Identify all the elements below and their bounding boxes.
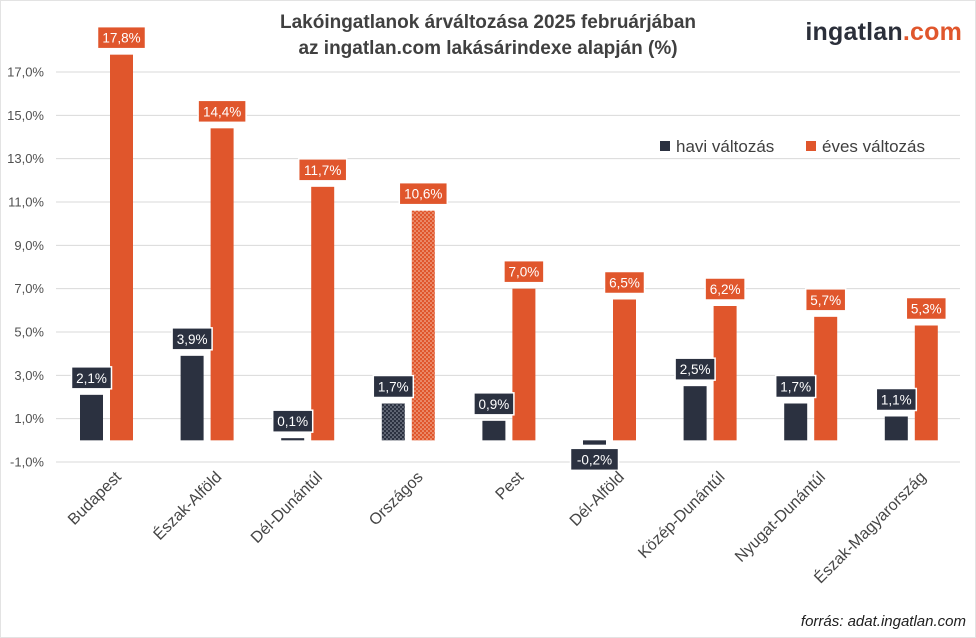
value-label-box [96,25,147,50]
legend-label: havi változás [676,137,774,156]
value-label-box [297,158,348,182]
chart-title: Lakóingatlanok árváltozása 2025 februárj… [0,10,976,62]
value-label: 2,5% [680,362,711,377]
logo-suffix-text: .com [902,18,962,46]
havi-bar [381,403,405,441]
category-label: Dél-Dunántúl [248,469,326,547]
y-tick-label: 13,0% [7,151,44,166]
value-labels: 2,1% 17,8% 3,9% 14,4% 0,1% 11,7% 1,7% 10,6% 0,9%… [70,25,948,472]
chart-title-line-2: az ingatlan.com lakásárindexe alapján (%… [298,38,678,59]
category-label: Dél-Alföld [567,469,628,530]
value-label-box [70,366,113,390]
havi-bar [80,394,103,441]
value-label-box [372,374,415,399]
category-label: Pest [493,468,528,503]
legend-swatch [660,141,670,151]
havi-bar [884,416,908,441]
value-label-box [197,99,247,124]
y-tick-label: 17,0% [7,65,44,80]
ingatlan-logo: ingatlan.com [805,18,962,47]
value-label-box [704,277,746,301]
value-label: 5,3% [911,302,942,317]
eves-bar [411,210,435,441]
havi-bar [180,355,204,441]
havi-bar [784,403,808,441]
value-label-box [875,387,918,412]
legend-swatch [806,141,816,151]
value-label: 11,7% [304,163,341,178]
value-label: 1,7% [378,380,409,395]
bars [80,54,938,445]
category-label: Országos [366,469,426,529]
y-tick-label: -1,0% [10,455,44,470]
value-label-box [171,327,213,351]
y-tick-label: 11,0% [8,195,44,210]
value-label: 6,2% [710,282,741,297]
value-label-box [905,296,948,321]
value-label: 6,5% [609,276,640,291]
y-tick-label: 3,0% [14,368,44,383]
eves-bar [613,299,636,441]
category-label: Budapest [65,468,125,528]
havi-bar [683,386,707,441]
value-label-box [774,374,817,399]
value-label: -0,2% [577,452,612,467]
legend-label: éves változás [822,137,925,156]
y-tick-label: 7,0% [14,281,44,296]
value-label: 14,4% [203,104,241,119]
category-label: Észak-Magyarország [810,467,930,587]
value-label: 7,0% [509,265,540,280]
value-label-box [271,409,314,433]
x-axis: Budapest Észak-Alföld Dél-Dunántúl Országos… [65,467,930,587]
havi-bar [583,440,606,445]
havi-bar [281,438,305,441]
value-label-box [473,392,515,416]
chart-title-line-1: Lakóingatlanok árváltozása 2025 februárj… [279,12,697,33]
source-note: forrás: adat.ingatlan.com [800,613,966,630]
value-label-box [603,270,646,295]
y-tick-label: 9,0% [14,238,44,253]
value-label-box [569,447,620,472]
value-label: 2,1% [76,371,107,386]
value-label-box [503,259,545,284]
eves-bar [110,54,133,441]
eves-bar [210,128,234,441]
value-label: 1,7% [780,380,811,395]
value-label: 5,7% [810,293,841,308]
value-label: 0,1% [277,414,308,429]
category-label: Észak-Alföld [149,467,225,543]
eves-bar [713,306,737,441]
y-axis: -1,0% 1,0% 3,0% 5,0% 7,0% 9,0% 11,0% 13,0% 15,0%… [7,65,44,470]
havi-bar [482,420,506,441]
y-tick-label: 5,0% [14,325,44,340]
legend: havi változás éves változás [660,137,925,156]
value-label-box [804,288,847,312]
category-label: Közép-Dunántúl [635,469,728,562]
category-label: Nyugat-Dunántúl [732,469,829,566]
value-label: 3,9% [177,332,208,347]
eves-bar [512,288,536,441]
eves-bar [311,186,335,441]
value-label: 0,9% [479,397,510,412]
value-label: 1,1% [881,393,912,408]
value-label: 10,6% [404,187,442,202]
eves-bar [914,325,938,441]
y-tick-label: 1,0% [14,411,44,426]
value-label-box [398,181,449,206]
y-tick-label: 15,0% [7,108,44,123]
value-label-box [674,357,716,381]
value-label: 17,8% [102,31,140,46]
logo-main-text: ingatlan [805,18,903,46]
eves-bar [814,316,838,441]
